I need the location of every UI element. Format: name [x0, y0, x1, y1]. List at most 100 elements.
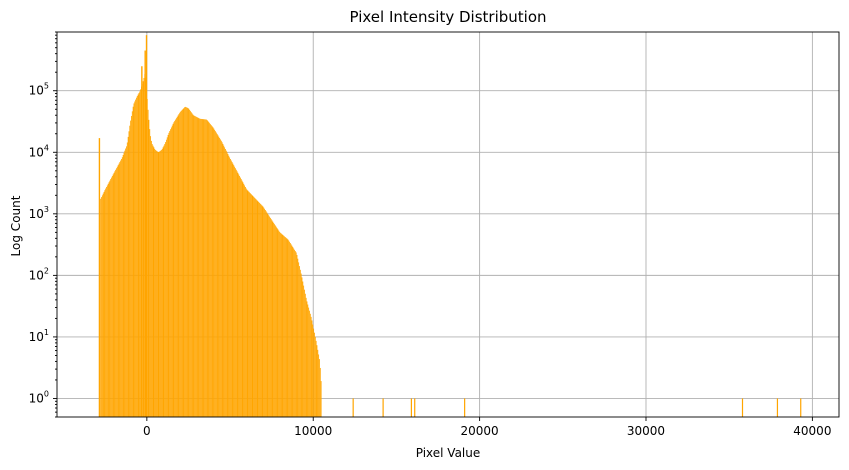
histogram-bar: [148, 119, 150, 417]
histogram-bar: [260, 204, 262, 417]
histogram-bar: [239, 175, 241, 417]
histogram-bar: [275, 226, 277, 417]
histogram-bar: [112, 174, 114, 417]
histogram-bar: [105, 188, 107, 417]
histogram-bar: [188, 108, 190, 417]
histogram-bar: [295, 252, 297, 417]
histogram-bar: [104, 190, 106, 417]
histogram-bar: [227, 154, 229, 417]
histogram-bar: [315, 340, 317, 417]
histogram-bar: [274, 225, 276, 417]
x-axis-label: Pixel Value: [416, 446, 481, 460]
histogram-bar: [299, 269, 301, 417]
histogram-bar: [197, 117, 199, 417]
histogram-bar: [204, 119, 206, 417]
histogram-bar: [146, 98, 148, 418]
histogram-bar: [246, 189, 248, 417]
histogram-bar: [294, 251, 296, 417]
histogram-bar: [304, 293, 306, 417]
histogram-bar: [305, 297, 307, 417]
outlier-bar: [464, 398, 466, 417]
histogram-bar: [200, 118, 202, 417]
histogram-bar: [316, 345, 318, 417]
histogram-bar: [117, 165, 119, 417]
histogram-bar: [213, 128, 215, 417]
y-axis-label: Log Count: [9, 195, 23, 256]
x-tick-label: 30000: [627, 424, 665, 438]
histogram-bar: [132, 106, 134, 417]
histogram-bar: [240, 179, 242, 417]
histogram-bar: [162, 147, 164, 417]
histogram-bar: [135, 99, 137, 417]
histogram-bar: [194, 115, 196, 417]
histogram-bar: [307, 304, 309, 417]
histogram-bar: [290, 244, 292, 417]
histogram-bar: [277, 229, 279, 417]
histogram-bar: [181, 109, 183, 417]
histogram-bar: [120, 160, 122, 417]
histogram-bar: [220, 139, 221, 418]
histogram-bar: [245, 188, 247, 417]
histogram-bar: [147, 109, 149, 417]
histogram-bar: [304, 289, 305, 417]
axes: [56, 31, 840, 418]
histogram-bar: [264, 208, 265, 417]
histogram-bar: [282, 234, 284, 417]
histogram-bar: [229, 157, 231, 417]
histogram-bar: [319, 359, 320, 417]
histogram-bar: [288, 240, 290, 417]
histogram-bar: [300, 273, 302, 417]
plot-frame: [56, 31, 840, 418]
histogram-bar: [175, 119, 176, 418]
histogram-bar: [236, 171, 238, 417]
histogram-bar: [242, 182, 244, 417]
histogram-bar: [284, 237, 286, 417]
histogram-bar: [116, 166, 118, 417]
histogram-bar: [179, 112, 181, 418]
histogram-bar: [248, 191, 250, 417]
histogram-bar: [184, 107, 186, 417]
histogram-bar: [267, 213, 269, 417]
histogram-bar: [206, 120, 208, 417]
histogram-bar: [207, 121, 209, 417]
histogram-bar: [195, 116, 197, 417]
histogram-bar: [243, 183, 245, 417]
outlier-bar: [800, 398, 802, 417]
histogram-bar: [220, 140, 222, 417]
histogram-bar: [133, 103, 135, 418]
histogram-bar: [170, 127, 172, 417]
histogram-bar: [186, 107, 188, 417]
histogram-bar: [292, 247, 294, 417]
histogram-bar: [269, 217, 271, 417]
histogram-bar: [289, 241, 290, 417]
histogram-bar: [281, 234, 283, 417]
histogram-bar: [115, 169, 117, 417]
histogram-bar: [118, 163, 120, 417]
histogram-bar: [279, 231, 280, 417]
histogram-bar: [320, 381, 322, 417]
outlier-bar: [741, 398, 744, 417]
histogram-bar: [199, 118, 201, 418]
histogram-bar: [230, 159, 231, 417]
histogram-bar: [164, 144, 166, 418]
histogram-bar: [238, 174, 240, 417]
histogram-bar: [106, 185, 108, 417]
histogram-bar: [160, 150, 162, 417]
histogram-bar: [293, 248, 295, 417]
histogram-bar: [215, 132, 217, 417]
histogram-bar: [225, 149, 226, 418]
histogram-bar: [284, 236, 285, 417]
histogram-bar: [256, 200, 258, 417]
histogram-bar: [177, 115, 179, 417]
histogram-bar: [128, 131, 130, 417]
histogram-bar: [234, 166, 236, 417]
y-tick-label: 101: [29, 328, 49, 344]
histogram-bar: [222, 143, 224, 417]
histogram-bar: [151, 140, 152, 417]
histogram-bar: [317, 349, 319, 417]
histogram-bar: [178, 114, 180, 417]
histogram-bar: [278, 230, 280, 417]
histogram-bar: [198, 118, 200, 418]
y-axis-ticks: 100 101 102 103 104 105: [29, 31, 57, 418]
histogram-bar: [143, 77, 145, 417]
